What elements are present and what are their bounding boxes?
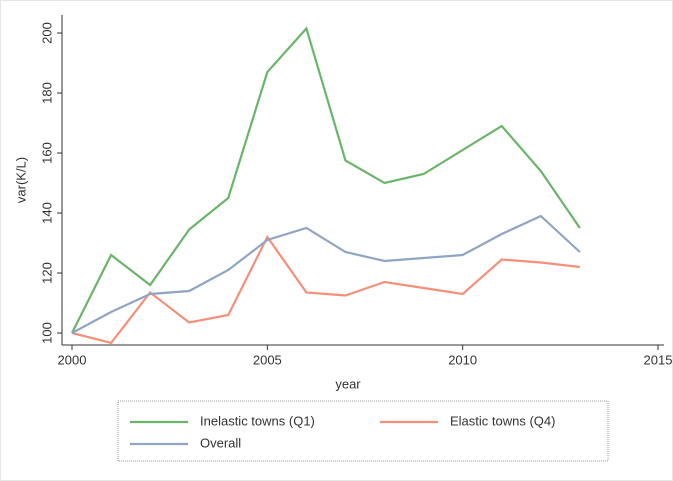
legend-label: Overall (200, 435, 241, 450)
x-tick-label: 2015 (644, 352, 673, 367)
y-tick-label: 120 (39, 262, 54, 284)
y-tick-label: 160 (39, 142, 54, 164)
legend-label: Elastic towns (Q4) (450, 413, 555, 428)
y-tick-label: 180 (39, 82, 54, 104)
y-tick-label: 100 (39, 322, 54, 344)
x-tick-label: 2010 (448, 352, 477, 367)
line-series (71, 214, 581, 334)
y-tick-label: 200 (39, 22, 54, 44)
x-tick-label: 2000 (58, 352, 87, 367)
line-series (71, 26, 581, 334)
line-series (71, 234, 580, 345)
y-tick-label: 140 (39, 202, 54, 224)
x-tick-label: 2005 (253, 352, 282, 367)
y-axis-label: var(K/L) (13, 157, 28, 203)
x-axis-label: year (335, 376, 361, 391)
legend-box (117, 400, 609, 462)
legend-label: Inelastic towns (Q1) (200, 413, 315, 428)
